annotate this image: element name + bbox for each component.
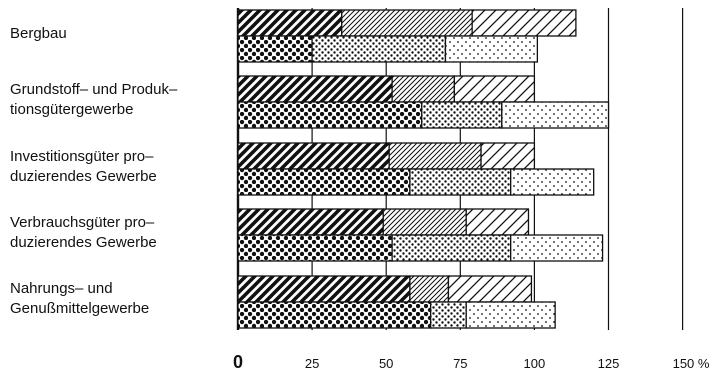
bar-c2-b0-s2 <box>480 142 536 170</box>
bar-c3-b1-s0 <box>237 234 393 262</box>
tick-label-100: 100 <box>524 356 546 371</box>
bar-c2-b1-s0 <box>237 168 411 196</box>
category-label-bergbau: Bergbau <box>10 25 67 42</box>
bar-c3-b0-s0 <box>237 208 384 236</box>
bars <box>237 9 610 329</box>
tick-label-125: 125 <box>598 356 620 371</box>
bar-c0-b0-s0 <box>237 9 343 37</box>
bar-c0-b1-s1 <box>311 35 447 63</box>
bar-c1-b0-s1 <box>391 75 456 103</box>
bar-c4-b1-s0 <box>237 301 432 329</box>
bar-c3-b0-s2 <box>465 208 530 236</box>
bar-c0-b0-s1 <box>341 9 473 37</box>
tick-label-50: 50 <box>379 356 393 371</box>
bar-c4-b1-s2 <box>465 301 556 329</box>
bar-c1-b0-s2 <box>453 75 536 103</box>
bar-c1-b1-s0 <box>237 101 423 129</box>
bar-c2-b1-s1 <box>409 168 512 196</box>
bar-c1-b1-s1 <box>421 101 503 129</box>
bar-c0-b1-s0 <box>237 35 313 63</box>
bar-c4-b0-s1 <box>409 275 450 303</box>
bar-c4-b0-s0 <box>237 275 411 303</box>
bar-c3-b1-s1 <box>391 234 512 262</box>
category-label-grundstoff: Grundstoff– und Produk– tionsgütergewerb… <box>10 81 178 118</box>
bar-c3-b1-s2 <box>510 234 604 262</box>
category-label-nahrungs: Nahrungs– und Genußmittelgewerbe <box>10 280 150 317</box>
tick-label-0: 0 <box>233 352 243 372</box>
bar-c1-b1-s2 <box>501 101 610 129</box>
bar-c2-b0-s0 <box>237 142 390 170</box>
bar-c0-b1-s2 <box>444 35 539 63</box>
bar-c1-b0-s0 <box>237 75 393 103</box>
category-label-investitionsgueter: Investitionsgüter pro– duzierendes Gewer… <box>10 148 157 185</box>
tick-label-25: 25 <box>305 356 319 371</box>
category-label-verbrauchsgueter: Verbrauchsgüter pro– duzierendes Gewerbe <box>10 214 157 251</box>
bar-c2-b1-s2 <box>510 168 595 196</box>
bar-c2-b0-s1 <box>388 142 482 170</box>
x-axis-ticks: 0 25 50 75 100 125 150 % <box>233 352 710 372</box>
bar-c0-b0-s2 <box>471 9 577 37</box>
bar-c4-b1-s1 <box>430 301 467 329</box>
bar-c4-b0-s2 <box>447 275 533 303</box>
tick-label-75: 75 <box>453 356 467 371</box>
tick-label-150: 150 % <box>673 356 710 371</box>
bar-c3-b0-s1 <box>382 208 467 236</box>
